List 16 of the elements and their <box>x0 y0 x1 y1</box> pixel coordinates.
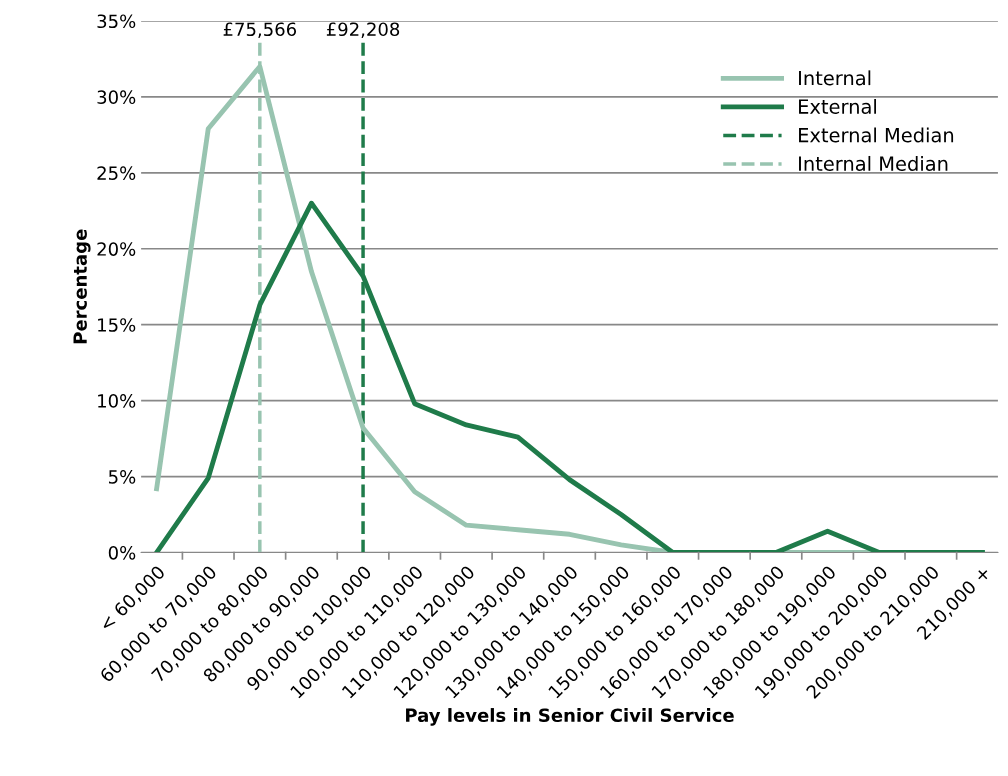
y-tick-label: 30% <box>97 90 136 105</box>
legend-label: External <box>799 98 876 114</box>
y-axis-title: Percentage <box>73 229 91 344</box>
y-tick-label: 35% <box>97 14 136 29</box>
y-tick-label: 5% <box>109 470 136 484</box>
annotation: External Median <box>799 127 954 143</box>
x-axis-title: Pay levels in Senior Civil Service <box>406 708 734 726</box>
legend-label: Internal <box>799 70 871 86</box>
y-tick-label: 25% <box>97 166 136 180</box>
y-tick-label: 10% <box>98 394 136 408</box>
ref-line-label: £92,208 <box>326 22 400 38</box>
y-tick-label: 0% <box>108 545 136 560</box>
y-tick-label: 15% <box>98 318 136 332</box>
annotation: Internal Median <box>799 155 948 172</box>
y-tick-label: 20% <box>97 242 136 256</box>
ref-line-label: £75,566 <box>223 22 297 38</box>
